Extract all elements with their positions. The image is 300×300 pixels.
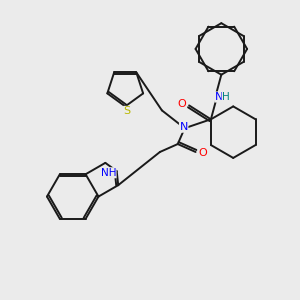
Text: N: N [179,122,188,132]
Text: H: H [222,92,230,102]
Text: O: O [198,148,207,158]
Text: S: S [124,106,131,116]
Text: NH: NH [100,168,116,178]
Text: N: N [215,92,223,102]
Text: O: O [178,99,187,110]
